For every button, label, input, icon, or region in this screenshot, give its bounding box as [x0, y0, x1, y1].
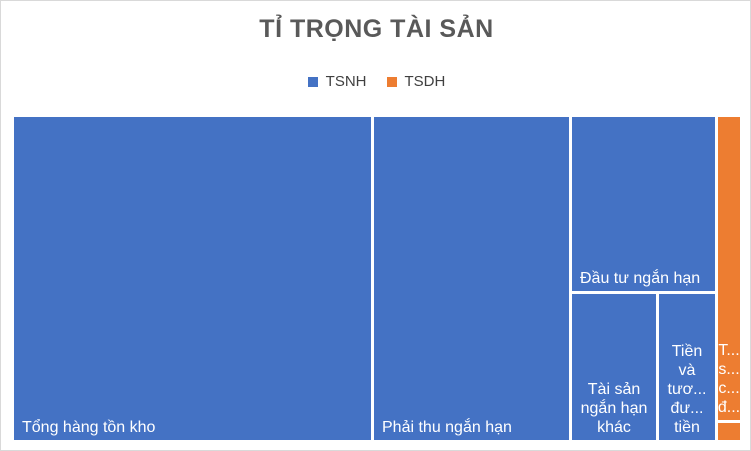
treemap-label-3-0: Tài sản: [588, 381, 640, 398]
legend-label-tsdh: TSDH: [404, 73, 446, 90]
treemap-label-4-0: Tiền: [672, 343, 703, 360]
treemap-rect-2: [572, 117, 715, 291]
treemap-label-2-0: Đầu tư ngắn hạn: [580, 268, 700, 287]
treemap-rect-1: [374, 117, 569, 440]
legend-label-tsnh: TSNH: [325, 73, 367, 90]
treemap-label-5-3: đ...: [718, 399, 740, 416]
legend-swatch-tsnh: [307, 76, 318, 87]
treemap-label-1-0: Phải thu ngắn hạn: [382, 417, 512, 436]
treemap-cell-2: Đầu tư ngắn hạn: [572, 117, 715, 291]
treemap-rect-4: [659, 294, 715, 440]
treemap-label-4-1: và: [679, 362, 696, 379]
legend-swatch-tsdh: [386, 76, 397, 87]
treemap-rect-5: [718, 117, 740, 420]
treemap-label-5-1: s...: [718, 361, 739, 378]
legend-item-tsdh: TSDH: [386, 73, 446, 90]
legend-item-tsnh: TSNH: [307, 73, 367, 90]
treemap-rect-0: [14, 117, 371, 440]
treemap-cell-6: [718, 423, 740, 440]
treemap-label-4-3: đư...: [671, 400, 704, 417]
treemap-cell-5: T... s... c... đ...: [718, 117, 740, 420]
treemap-plot: Tổng hàng tồn kho Phải thu ngắn hạn Đầu tư…: [14, 117, 740, 440]
treemap-cell-4: Tiền và tươ... đư... tiền: [659, 294, 715, 440]
treemap-cell-0: Tổng hàng tồn kho: [14, 117, 371, 440]
treemap-label-4-2: tươ...: [668, 381, 707, 398]
chart-title: TỈ TRỌNG TÀI SẢN: [259, 15, 494, 43]
treemap-label-5-2: c...: [718, 380, 739, 397]
treemap-svg: Tổng hàng tồn kho Phải thu ngắn hạn Đầu tư…: [14, 117, 740, 440]
treemap-rect-3: [572, 294, 656, 440]
treemap-label-0-0: Tổng hàng tồn kho: [22, 418, 156, 436]
treemap-label-4-4: tiền: [674, 419, 700, 436]
treemap-label-3-1: ngắn hạn: [581, 398, 648, 417]
treemap-label-5-0: T...: [718, 342, 739, 359]
treemap-rect-6: [718, 423, 740, 440]
treemap-cell-1: Phải thu ngắn hạn: [374, 117, 569, 440]
treemap-label-3-2: khác: [597, 419, 631, 436]
legend: TSNH TSDH: [1, 73, 751, 90]
